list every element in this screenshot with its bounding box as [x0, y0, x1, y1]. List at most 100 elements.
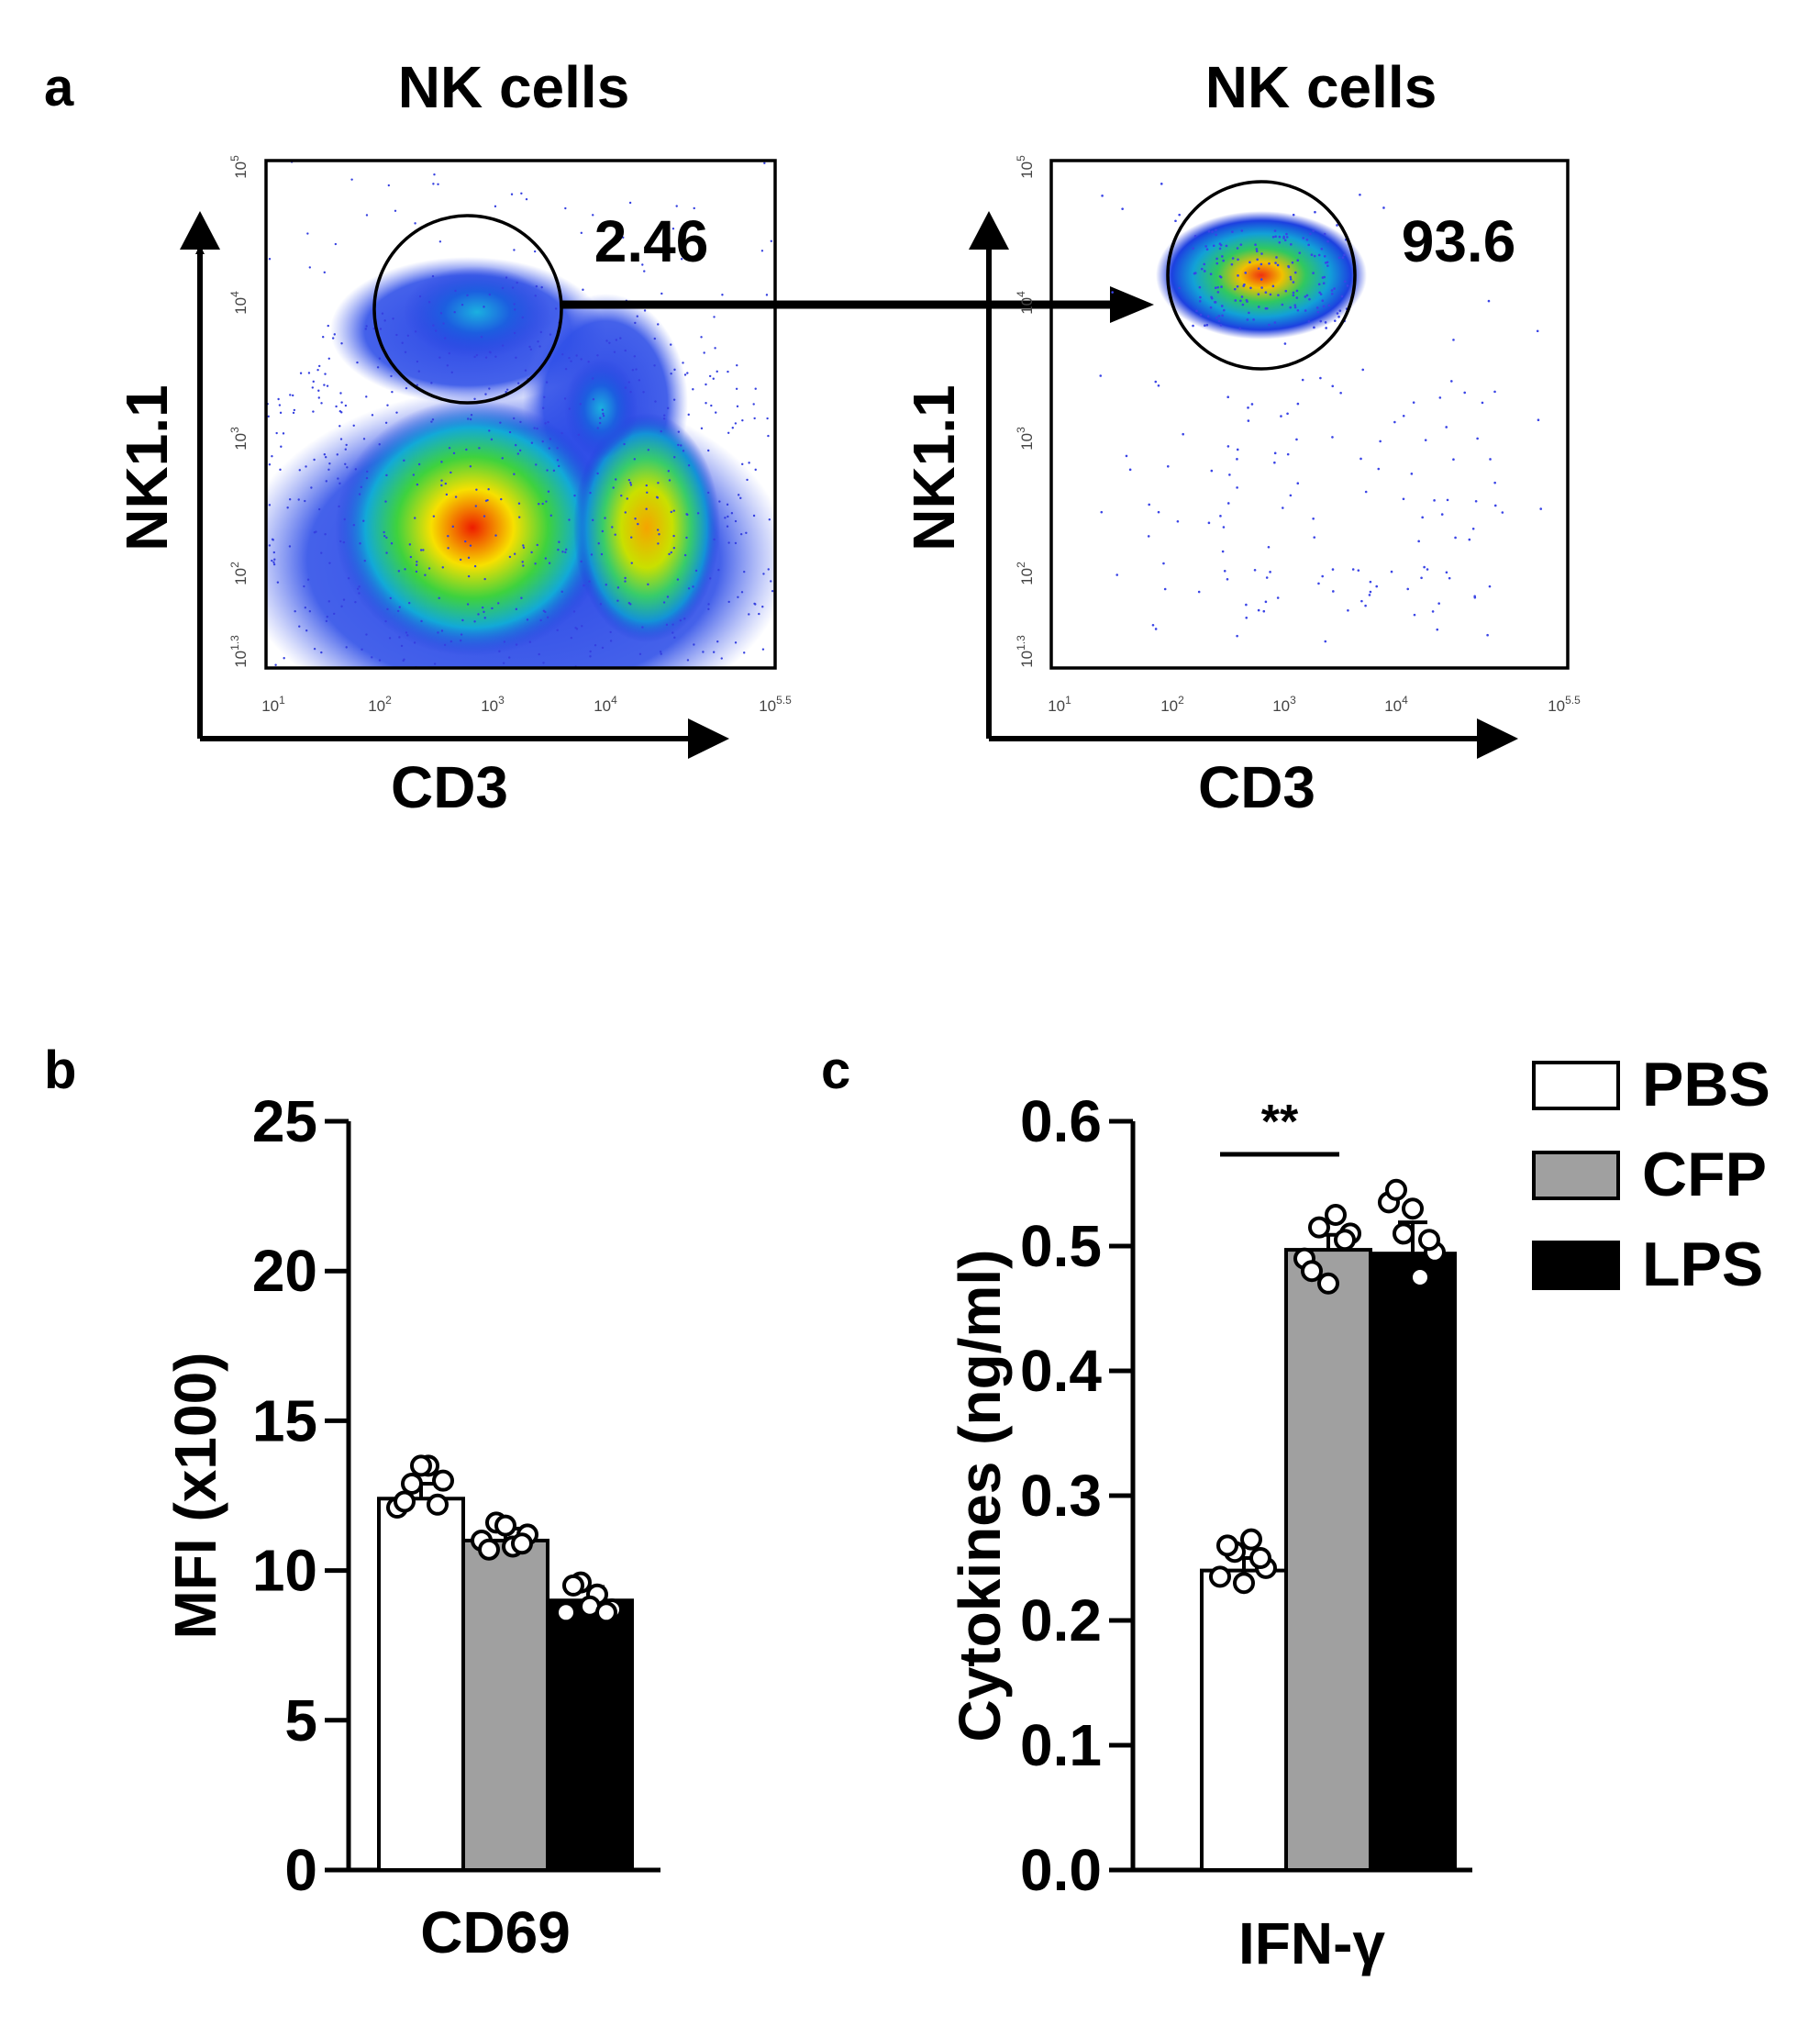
data-point — [1409, 1266, 1431, 1288]
data-point — [1301, 1260, 1323, 1283]
gating-arrow — [561, 286, 1154, 323]
data-point — [410, 1454, 432, 1477]
flow-title: NK cells — [1205, 54, 1437, 120]
data-point — [432, 1469, 454, 1492]
bar-lps — [546, 1598, 634, 1872]
panel-letter-b: b — [44, 1041, 76, 1100]
legend-label-pbs: PBS — [1642, 1050, 1770, 1119]
flow-plot-right: NK cells NK1.1 CD3 93.6 101 102 103 104 … — [901, 54, 1581, 820]
plot-frame — [264, 159, 777, 670]
svg-text:104: 104 — [228, 291, 250, 315]
data-point — [401, 1472, 423, 1495]
bar-chart-cd69: 0 5 10 15 20 25 CD69 MFI (x100) — [162, 1088, 660, 1965]
data-point — [1216, 1534, 1238, 1557]
data-point — [595, 1601, 617, 1624]
y-tick-label: 20 — [252, 1238, 317, 1304]
flow-plot-left: NK cells NK1.1 CD3 2.46 101 102 103 104 — [114, 54, 792, 820]
svg-text:103: 103 — [481, 694, 505, 715]
data-point — [1317, 1272, 1339, 1295]
data-point — [555, 1601, 577, 1624]
y-axis-label: NK1.1 — [114, 384, 180, 551]
data-point — [427, 1493, 449, 1516]
bar-pbs — [377, 1497, 465, 1873]
y-tick-label: 15 — [252, 1387, 317, 1453]
svg-text:102: 102 — [228, 562, 250, 585]
data-point — [1385, 1178, 1407, 1201]
y-axis-label: NK1.1 — [901, 384, 967, 551]
data-point — [1209, 1565, 1231, 1588]
data-point — [1308, 1216, 1330, 1239]
legend-swatch-cfp — [1532, 1151, 1620, 1200]
data-point — [494, 1514, 516, 1537]
y-axis-label: MFI (x100) — [162, 1353, 228, 1640]
x-axis-label: CD3 — [1198, 754, 1315, 820]
svg-text:103: 103 — [1272, 694, 1296, 715]
data-point — [1418, 1229, 1440, 1252]
x-axis-label: CD3 — [391, 754, 508, 820]
bar-pbs — [1200, 1568, 1288, 1872]
y-tick-label: 0.6 — [1020, 1088, 1102, 1154]
y-tick-label: 0.1 — [1020, 1712, 1102, 1778]
y-ticks: 101.3 102 103 104 105 — [1015, 155, 1036, 668]
gate-value: 2.46 — [594, 208, 709, 274]
y-tick-label: 0.5 — [1020, 1213, 1102, 1279]
data-point — [478, 1538, 500, 1561]
gate-circle — [1166, 180, 1357, 371]
data-point — [1402, 1197, 1424, 1220]
data-point — [1249, 1547, 1271, 1569]
data-point — [394, 1490, 416, 1513]
y-ticks: 101.3 102 103 104 105 — [228, 155, 250, 668]
svg-text:101.3: 101.3 — [1015, 635, 1036, 668]
legend-label-lps: LPS — [1642, 1230, 1763, 1299]
x-ticks: 101 102 103 104 105.5 — [1048, 694, 1581, 715]
density-cloud — [266, 161, 775, 668]
legend-swatch-lps — [1532, 1241, 1620, 1290]
legend-label-cfp: CFP — [1642, 1140, 1767, 1209]
y-tick-label: 5 — [284, 1687, 317, 1753]
svg-text:104: 104 — [1015, 291, 1036, 315]
svg-text:101: 101 — [261, 694, 285, 715]
svg-text:104: 104 — [594, 694, 617, 715]
flow-title: NK cells — [398, 54, 630, 120]
bar-cfp — [461, 1538, 549, 1872]
svg-text:102: 102 — [368, 694, 392, 715]
data-point — [1233, 1572, 1255, 1595]
bar-lps — [1369, 1252, 1457, 1873]
svg-text:101: 101 — [1048, 694, 1071, 715]
svg-text:102: 102 — [1160, 694, 1184, 715]
svg-text:105.5: 105.5 — [1548, 694, 1581, 715]
svg-text:101.3: 101.3 — [228, 635, 250, 668]
data-point — [562, 1574, 584, 1597]
svg-text:105: 105 — [1015, 155, 1036, 179]
svg-text:105.5: 105.5 — [759, 694, 792, 715]
x-axis-label: IFN-γ — [1238, 1910, 1385, 1976]
gate-circle — [372, 214, 563, 405]
panel-letter-c: c — [821, 1041, 850, 1100]
data-point — [511, 1532, 533, 1555]
data-point — [1325, 1204, 1347, 1226]
y-tick-label: 10 — [252, 1538, 317, 1604]
svg-text:105: 105 — [228, 155, 250, 179]
svg-text:103: 103 — [228, 427, 250, 451]
data-point — [1393, 1222, 1415, 1245]
y-tick-label: 0.4 — [1020, 1338, 1102, 1404]
gate-value: 93.6 — [1402, 208, 1516, 274]
y-tick-label: 0.2 — [1020, 1587, 1102, 1653]
density-cloud — [1099, 183, 1543, 643]
x-axis-label: CD69 — [420, 1899, 571, 1965]
y-axis-label: Cytokines (ng/ml) — [947, 1250, 1013, 1742]
y-tick-label: 0 — [284, 1837, 317, 1903]
legend: PBS CFP LPS — [1532, 1050, 1770, 1299]
data-point — [1334, 1229, 1356, 1252]
bar-cfp — [1284, 1248, 1372, 1872]
x-ticks: 101 102 103 104 105.5 — [261, 694, 792, 715]
svg-text:104: 104 — [1384, 694, 1408, 715]
y-tick-label: 0.3 — [1020, 1463, 1102, 1529]
significance-label: ** — [1261, 1096, 1299, 1149]
panel-letter-a: a — [44, 58, 74, 117]
y-tick-label: 0.0 — [1020, 1837, 1102, 1903]
svg-text:102: 102 — [1015, 562, 1036, 585]
bar-chart-ifng: 0.0 0.1 0.2 0.3 0.4 0.5 0.6 IFN-γ Cytokines (ng/… — [947, 1088, 1472, 1976]
y-tick-label: 25 — [252, 1088, 317, 1154]
